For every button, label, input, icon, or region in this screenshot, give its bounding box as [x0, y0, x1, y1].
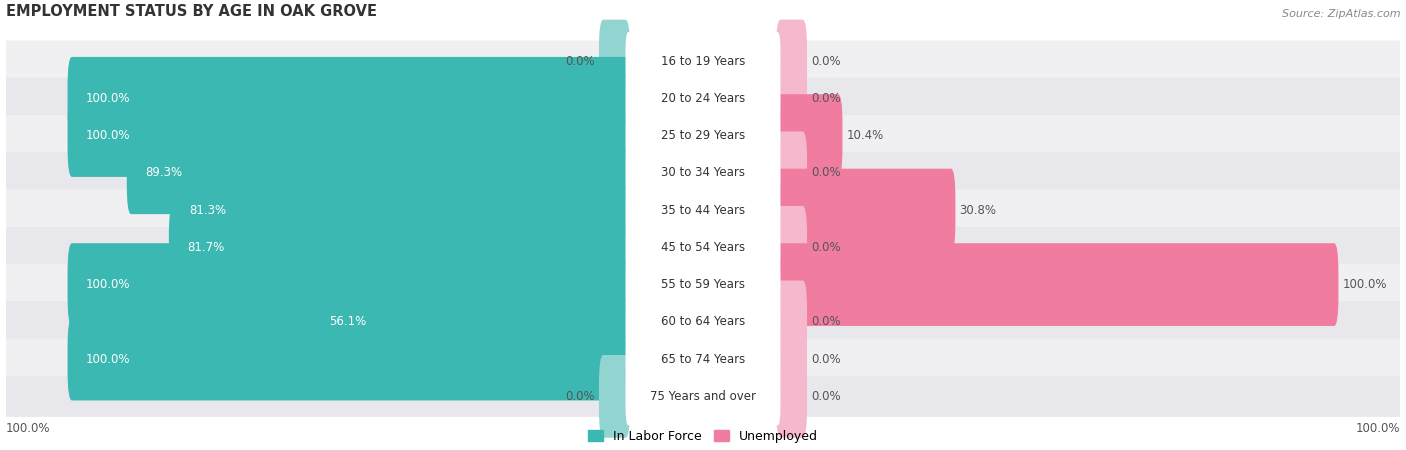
FancyBboxPatch shape	[169, 206, 630, 289]
Text: 89.3%: 89.3%	[145, 166, 183, 179]
FancyBboxPatch shape	[626, 32, 780, 90]
FancyBboxPatch shape	[776, 94, 842, 177]
FancyBboxPatch shape	[776, 355, 807, 438]
Text: 65 to 74 Years: 65 to 74 Years	[661, 353, 745, 365]
Text: 45 to 54 Years: 45 to 54 Years	[661, 241, 745, 254]
Text: 25 to 29 Years: 25 to 29 Years	[661, 129, 745, 142]
Text: 56.1%: 56.1%	[329, 315, 366, 328]
Text: 16 to 19 Years: 16 to 19 Years	[661, 54, 745, 68]
Text: 35 to 44 Years: 35 to 44 Years	[661, 203, 745, 216]
Text: 100.0%: 100.0%	[6, 422, 51, 435]
Text: 100.0%: 100.0%	[86, 92, 131, 105]
Text: 100.0%: 100.0%	[1355, 422, 1400, 435]
Text: 100.0%: 100.0%	[1343, 278, 1386, 291]
FancyBboxPatch shape	[626, 330, 780, 388]
Text: 81.7%: 81.7%	[187, 241, 225, 254]
FancyBboxPatch shape	[776, 206, 807, 289]
FancyBboxPatch shape	[599, 355, 630, 438]
FancyBboxPatch shape	[626, 218, 780, 276]
FancyBboxPatch shape	[776, 57, 807, 140]
FancyBboxPatch shape	[6, 376, 1400, 417]
Legend: In Labor Force, Unemployed: In Labor Force, Unemployed	[583, 425, 823, 448]
FancyBboxPatch shape	[6, 115, 1400, 156]
FancyBboxPatch shape	[776, 131, 807, 214]
Text: 100.0%: 100.0%	[86, 129, 131, 142]
Text: 0.0%: 0.0%	[565, 390, 595, 403]
FancyBboxPatch shape	[626, 144, 780, 202]
Text: 10.4%: 10.4%	[846, 129, 883, 142]
FancyBboxPatch shape	[6, 78, 1400, 119]
FancyBboxPatch shape	[626, 107, 780, 165]
Text: 100.0%: 100.0%	[86, 353, 131, 365]
FancyBboxPatch shape	[776, 280, 807, 363]
FancyBboxPatch shape	[6, 338, 1400, 380]
Text: 81.3%: 81.3%	[190, 203, 226, 216]
FancyBboxPatch shape	[6, 152, 1400, 194]
Text: Source: ZipAtlas.com: Source: ZipAtlas.com	[1282, 9, 1400, 19]
FancyBboxPatch shape	[6, 40, 1400, 81]
Text: 0.0%: 0.0%	[811, 315, 841, 328]
Text: 75 Years and over: 75 Years and over	[650, 390, 756, 403]
Text: 0.0%: 0.0%	[811, 54, 841, 68]
Text: 0.0%: 0.0%	[811, 241, 841, 254]
FancyBboxPatch shape	[626, 181, 780, 239]
FancyBboxPatch shape	[67, 94, 630, 177]
FancyBboxPatch shape	[776, 20, 807, 103]
Text: 20 to 24 Years: 20 to 24 Years	[661, 92, 745, 105]
Text: 0.0%: 0.0%	[811, 353, 841, 365]
Text: 30 to 34 Years: 30 to 34 Years	[661, 166, 745, 179]
Text: 0.0%: 0.0%	[565, 54, 595, 68]
FancyBboxPatch shape	[599, 20, 630, 103]
FancyBboxPatch shape	[626, 293, 780, 351]
Text: 60 to 64 Years: 60 to 64 Years	[661, 315, 745, 328]
FancyBboxPatch shape	[776, 243, 1339, 326]
Text: EMPLOYMENT STATUS BY AGE IN OAK GROVE: EMPLOYMENT STATUS BY AGE IN OAK GROVE	[6, 4, 377, 19]
FancyBboxPatch shape	[6, 189, 1400, 230]
FancyBboxPatch shape	[776, 169, 956, 252]
Text: 55 to 59 Years: 55 to 59 Years	[661, 278, 745, 291]
FancyBboxPatch shape	[127, 131, 630, 214]
FancyBboxPatch shape	[776, 318, 807, 400]
Text: 0.0%: 0.0%	[811, 390, 841, 403]
FancyBboxPatch shape	[6, 302, 1400, 342]
FancyBboxPatch shape	[626, 256, 780, 314]
FancyBboxPatch shape	[172, 169, 630, 252]
Text: 0.0%: 0.0%	[811, 166, 841, 179]
FancyBboxPatch shape	[6, 264, 1400, 305]
Text: 0.0%: 0.0%	[811, 92, 841, 105]
FancyBboxPatch shape	[67, 318, 630, 400]
FancyBboxPatch shape	[67, 57, 630, 140]
Text: 30.8%: 30.8%	[959, 203, 997, 216]
FancyBboxPatch shape	[311, 280, 630, 363]
FancyBboxPatch shape	[67, 243, 630, 326]
FancyBboxPatch shape	[626, 367, 780, 425]
FancyBboxPatch shape	[6, 227, 1400, 268]
Text: 100.0%: 100.0%	[86, 278, 131, 291]
FancyBboxPatch shape	[626, 69, 780, 127]
